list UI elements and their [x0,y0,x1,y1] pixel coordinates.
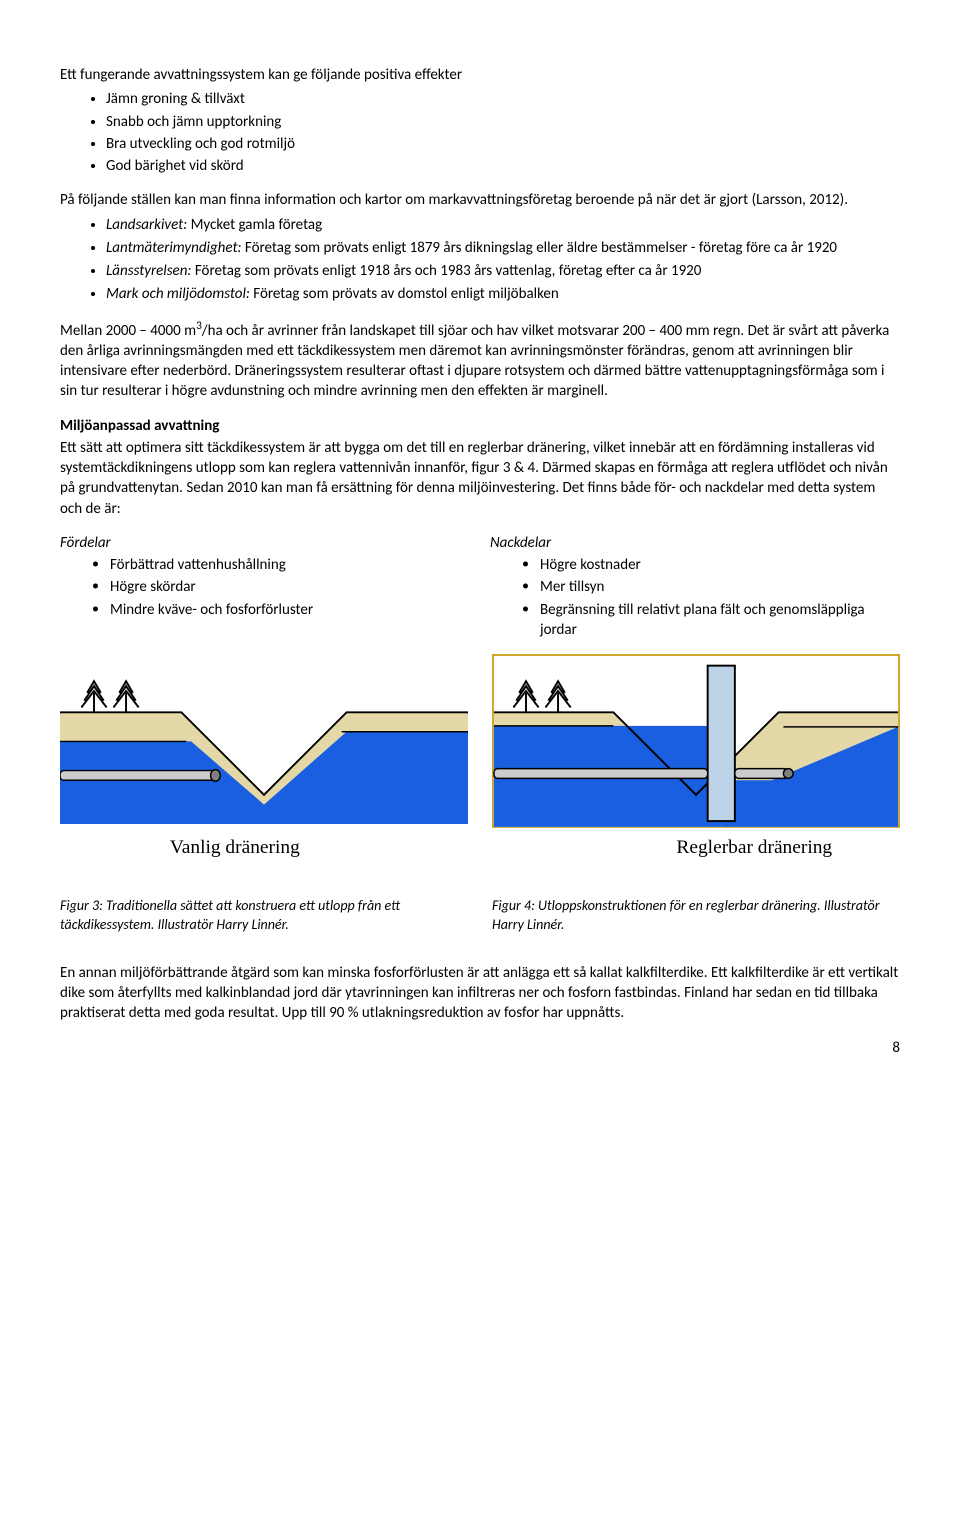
cons-item: Högre kostnader [522,555,900,575]
cons-item: Mer tillsyn [522,577,900,597]
intro-bullet: God bärighet vid skörd [106,156,900,176]
paragraph-mellan-text: Mellan 2000 – 4000 m3/ha och år avrinner… [60,322,889,401]
sources-intro: På följande ställen kan man finna inform… [60,190,900,210]
paragraph-mellan: Mellan 2000 – 4000 m3/ha och år avrinner… [60,319,900,402]
heading-miljo: Miljöanpassad avvattning [60,416,900,436]
pros-item: Förbättrad vattenhushållning [92,555,470,575]
paragraph-miljo: Ett sätt att optimera sitt täckdikessyst… [60,438,900,519]
figure-4-label: Reglerbar dränering [676,837,832,858]
source-bullet: Landsarkivet: Mycket gamla företag [106,215,900,235]
figure-4-svg: Reglerbar dränering [492,654,900,887]
pros-cons-columns: Fördelar Förbättrad vattenhushållning Hö… [60,533,900,642]
page-number: 8 [60,1038,900,1058]
caption-figure-4: Figur 4: Utloppskonstruktionen för en re… [492,897,900,935]
source-bullet: Lantmäterimyndighet: Företag som prövats… [106,238,900,258]
cons-column: Nackdelar Högre kostnader Mer tillsyn Be… [490,533,900,642]
intro-bullet: Jämn groning & tillväxt [106,89,900,109]
caption-row: Figur 3: Traditionella sättet att konstr… [60,891,900,949]
figure-row: Vanlig dränering [60,654,900,887]
cons-heading: Nackdelar [490,533,900,553]
source-bullet: Länsstyrelsen: Företag som prövats enlig… [106,261,900,281]
pros-column: Fördelar Förbättrad vattenhushållning Hö… [60,533,470,642]
figure-3: Vanlig dränering [60,654,468,887]
source-bullet: Mark och miljödomstol: Företag som pröva… [106,284,900,304]
cons-list: Högre kostnader Mer tillsyn Begränsning … [490,555,900,640]
pros-item: Mindre kväve- och fosforförluster [92,600,470,620]
cons-item: Begränsning till relativt plana fält och… [522,600,900,641]
caption-figure-3: Figur 3: Traditionella sättet att konstr… [60,897,468,935]
paragraph-annan: En annan miljöförbättrande åtgärd som ka… [60,963,900,1024]
intro-bullet: Bra utveckling och god rotmiljö [106,134,900,154]
figure-4: Reglerbar dränering [492,654,900,887]
intro-bullet-list: Jämn groning & tillväxt Snabb och jämn u… [60,89,900,176]
figure-3-svg: Vanlig dränering [60,654,468,887]
pros-list: Förbättrad vattenhushållning Högre skörd… [60,555,470,620]
figure-3-label: Vanlig dränering [170,837,300,858]
pros-item: Högre skördar [92,577,470,597]
pros-heading: Fördelar [60,533,470,553]
intro-bullet: Snabb och jämn upptorkning [106,112,900,132]
source-bullet-list: Landsarkivet: Mycket gamla företag Lantm… [60,215,900,305]
intro-line: Ett fungerande avvattningssystem kan ge … [60,65,900,85]
